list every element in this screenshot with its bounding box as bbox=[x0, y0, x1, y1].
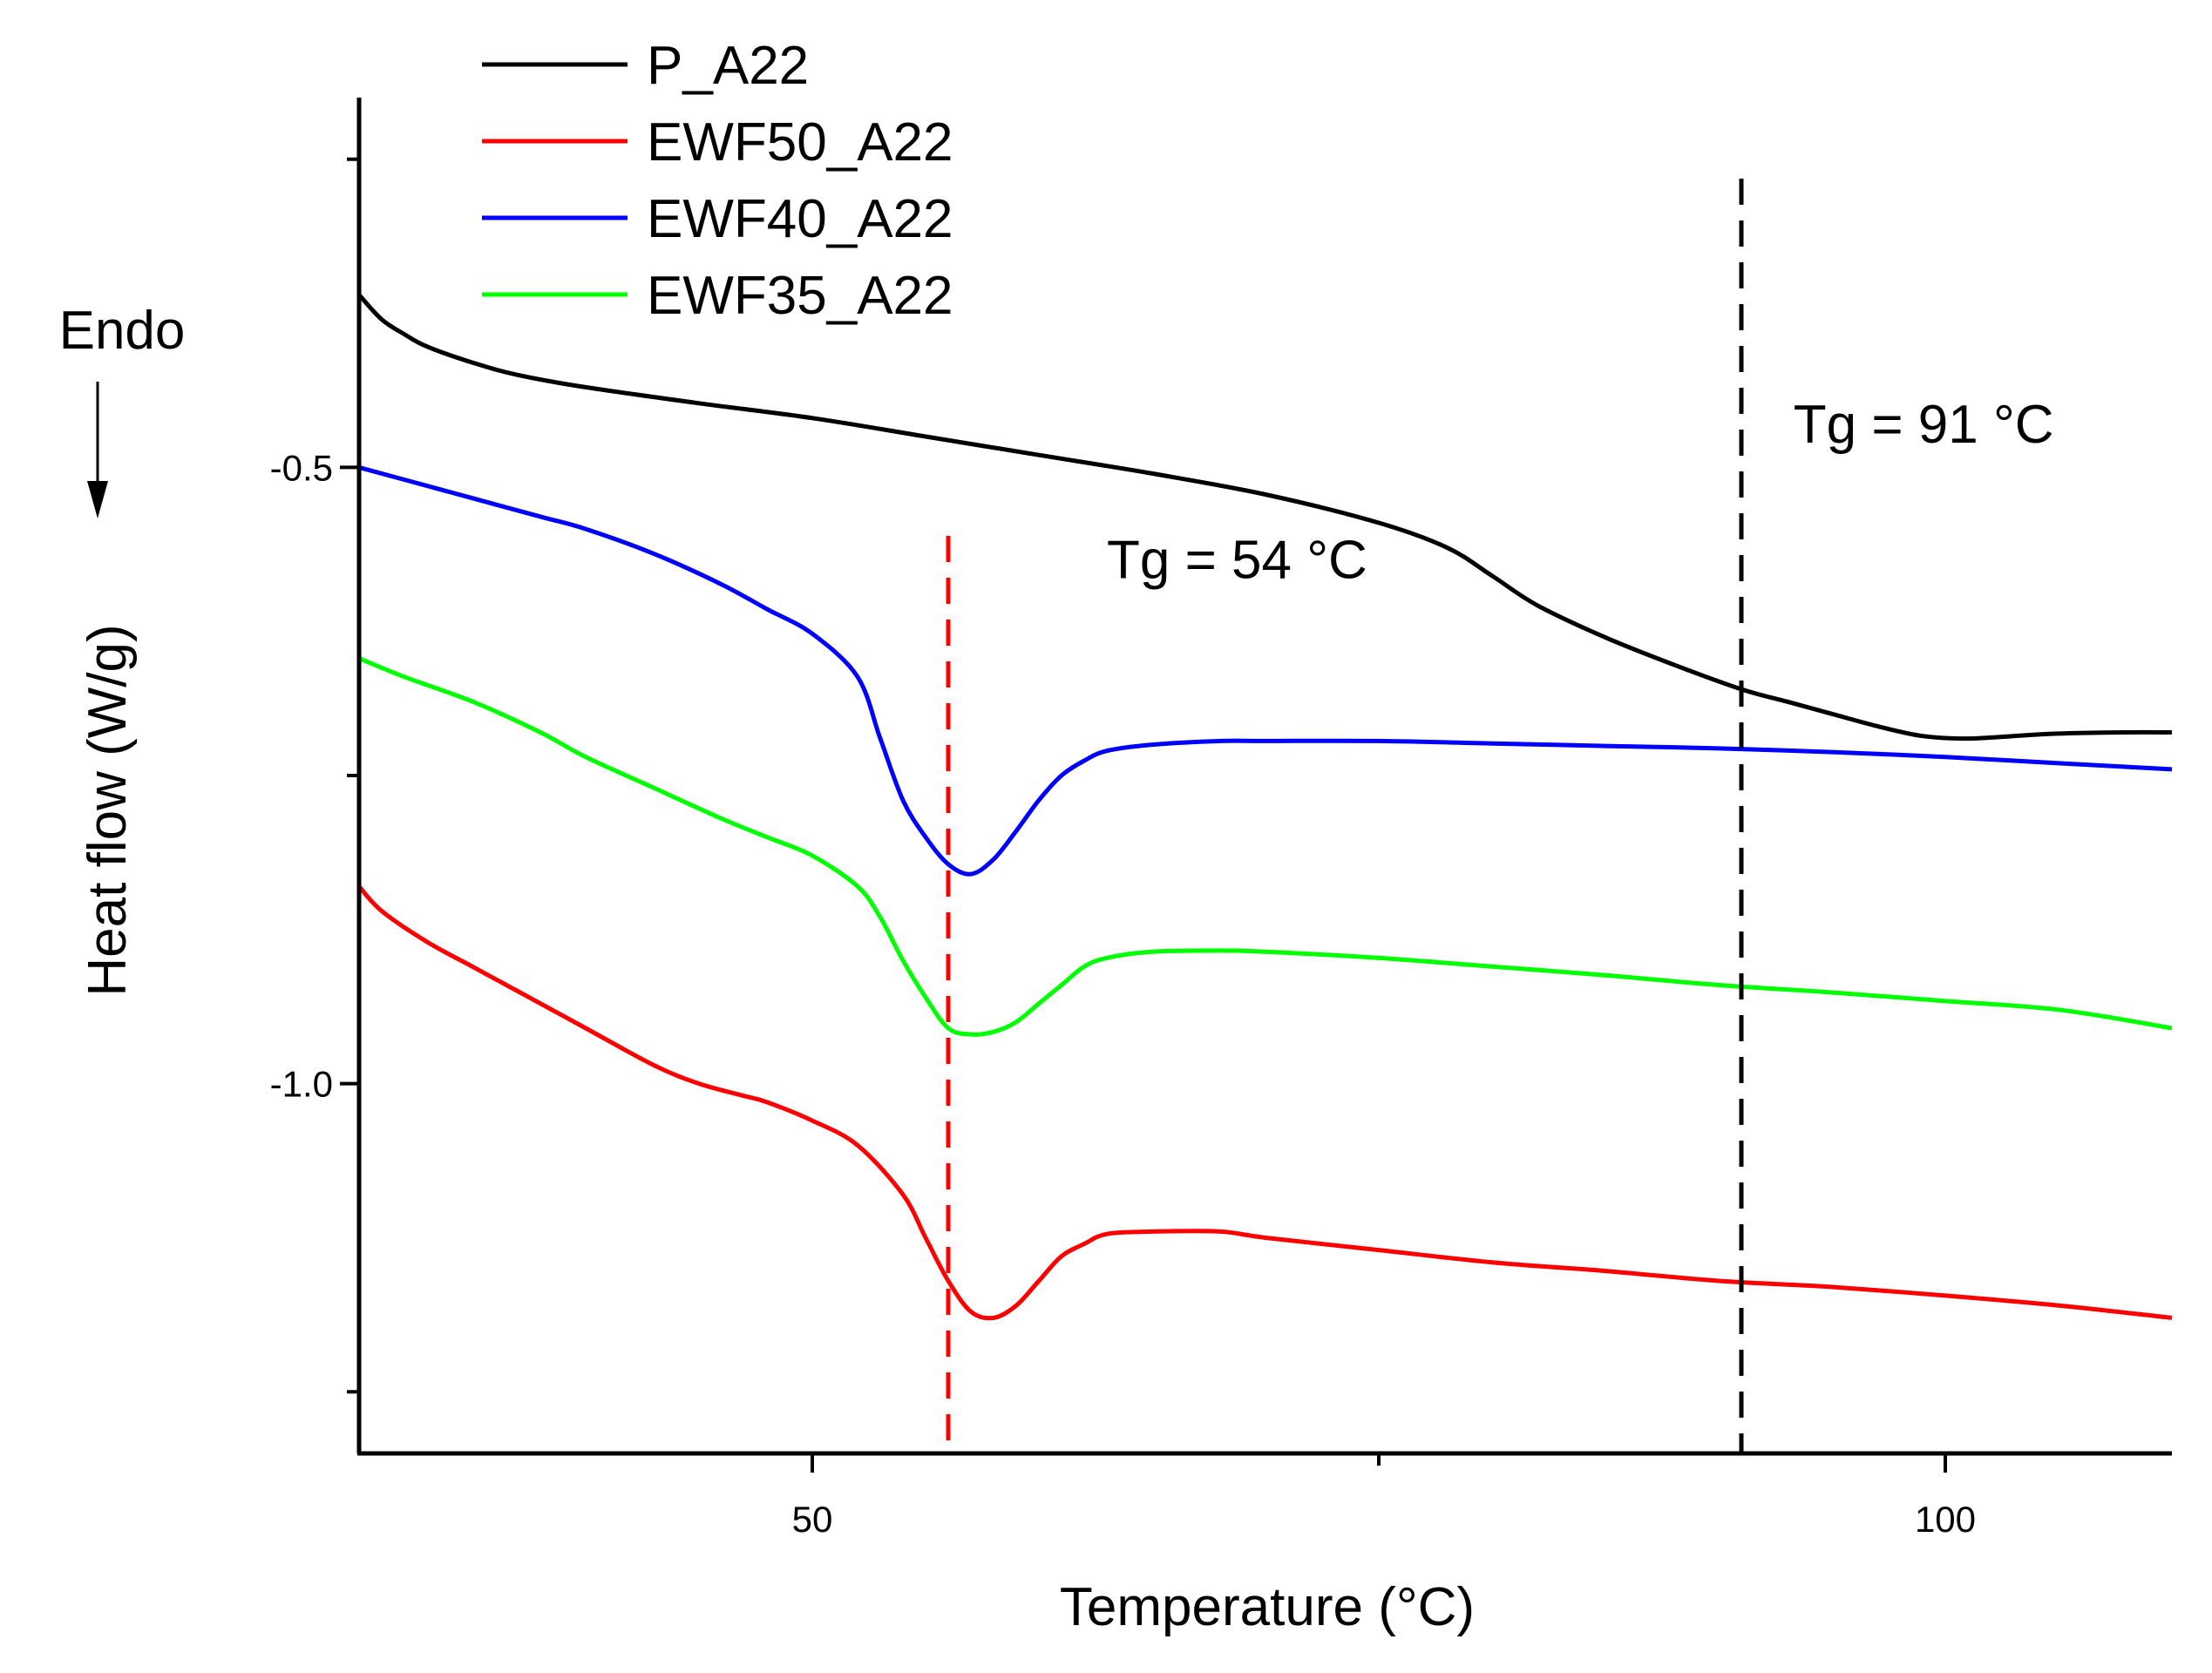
endo-arrow-head-icon bbox=[87, 481, 108, 518]
series-line-ewf35-a22 bbox=[358, 656, 2173, 1037]
legend-label: EWF35_A22 bbox=[647, 266, 953, 326]
series-line-ewf50-a22 bbox=[357, 884, 2173, 1321]
vertical-markers: Tg = 54 °C Tg = 91 °C bbox=[946, 179, 2054, 1453]
endo-annotation: Endo bbox=[59, 301, 186, 518]
legend: P_A22 EWF50_A22 EWF40_A22 EWF35_A22 bbox=[482, 36, 953, 326]
legend-label: EWF40_A22 bbox=[647, 189, 953, 249]
x-tick-label: 100 bbox=[1915, 1499, 1976, 1540]
y-tick-label: -0.5 bbox=[270, 447, 333, 488]
endo-label: Endo bbox=[59, 301, 186, 361]
series-line-ewf40-a22 bbox=[358, 464, 2173, 877]
legend-label: P_A22 bbox=[647, 36, 809, 96]
Tg-54-label: Tg = 54 °C bbox=[1107, 531, 1367, 591]
x-axis-title: Temperature (°C) bbox=[1060, 1577, 1475, 1637]
plot-lines bbox=[357, 293, 2173, 1321]
legend-label: EWF50_A22 bbox=[647, 112, 953, 173]
y-axis-title: Heat flow (W/g) bbox=[78, 624, 138, 996]
Tg-91-label: Tg = 91 °C bbox=[1794, 395, 2054, 455]
x-tick-label: 50 bbox=[792, 1499, 833, 1540]
series-line-p-a22 bbox=[357, 293, 2173, 742]
y-tick-label: -1.0 bbox=[270, 1064, 333, 1105]
axis-ticks: 50 100 -0.5 -1.0 bbox=[270, 157, 1976, 1540]
